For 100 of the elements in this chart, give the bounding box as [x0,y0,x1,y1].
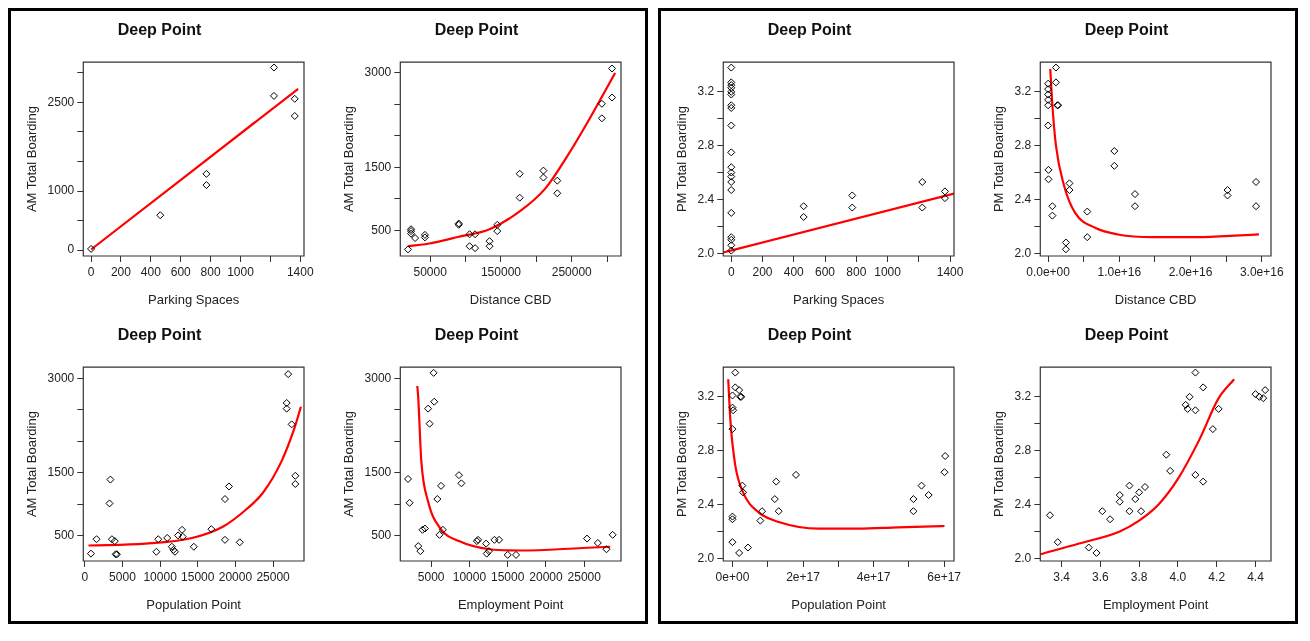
point [282,404,291,413]
point [433,495,442,504]
point [918,177,927,186]
point [425,419,434,428]
point [269,91,278,100]
point [178,532,187,541]
point [593,538,602,547]
point [404,474,413,483]
y-tick-label: 0 [67,242,75,257]
chart-title: Deep Point [767,326,852,344]
point [416,547,425,556]
point [1053,538,1062,547]
point [493,220,502,229]
point [1208,425,1217,434]
point [420,230,429,239]
point [106,475,115,484]
y-tick-label: 2.0 [1014,245,1032,260]
point [414,542,423,551]
y-axis-title: PM Total Boarding [991,411,1007,518]
point [515,169,524,178]
point [727,246,736,255]
point [583,534,592,543]
chart-title: Deep Point [1084,326,1169,344]
point [87,244,96,253]
y-tick-label: 3000 [364,370,392,385]
point [940,194,949,203]
point [512,550,521,559]
point [848,191,857,200]
x-tick-label: 2.0e+16 [1168,264,1213,279]
point [727,186,736,195]
y-tick-label: 2.0 [697,550,715,565]
x-tick-label: 20000 [218,569,253,584]
point [1185,392,1194,401]
point [727,87,736,96]
point [602,545,611,554]
y-tick-label: 500 [371,527,392,542]
point [727,163,736,172]
x-tick-label: 0.0e+00 [1026,264,1071,279]
y-tick-label: 2.4 [1014,191,1032,206]
point [727,90,736,99]
y-tick-label: 500 [54,527,75,542]
point [1106,515,1115,524]
point [1092,548,1101,557]
point [1191,368,1200,377]
x-tick-label: 10000 [452,569,487,584]
point [553,189,562,198]
point [224,482,233,491]
point [597,99,606,108]
x-tick-label: 1400 [936,264,964,279]
x-tick-label: 1000 [227,264,255,279]
point [727,241,736,250]
point [1199,477,1208,486]
point [727,177,736,186]
point [493,227,502,236]
point [269,63,278,72]
point [608,530,617,539]
y-tick-label: 2.4 [1014,496,1032,511]
x-tick-label: 15000 [181,569,215,584]
point [727,168,736,177]
point [1125,481,1134,490]
x-tick-label: 150000 [480,264,522,279]
x-tick-label: 250000 [551,264,593,279]
y-tick-label: 3.2 [697,389,715,404]
point [1045,511,1054,520]
point [495,535,504,544]
point [290,94,299,103]
chart-title: Deep Point [1084,21,1169,39]
point [1166,466,1175,475]
point [918,203,927,212]
point [608,93,617,102]
point [438,525,447,534]
point [727,148,736,157]
point [727,172,736,181]
point [282,398,291,407]
point [485,237,494,246]
point [429,368,438,377]
y-tick-label: 3.2 [1014,84,1032,99]
chart-title: Deep Point [434,21,519,39]
point [454,471,463,480]
y-axis-title: AM Total Boarding [24,106,40,213]
y-tick-label: 3000 [364,65,392,80]
point [727,121,736,130]
x-tick-label: 3.8 [1130,569,1148,584]
point [515,193,524,202]
point [799,202,808,211]
x-tick-label: 4.0 [1169,569,1187,584]
x-tick-label: 25000 [567,569,602,584]
point [1115,497,1124,506]
x-tick-label: 6e+17 [927,569,962,584]
x-tick-label: 800 [846,264,867,279]
point [465,242,474,251]
point [1115,491,1124,500]
x-tick-label: 20000 [529,569,563,584]
point [202,181,211,190]
y-axis-title: AM Total Boarding [24,411,40,518]
point [437,481,446,490]
point [1181,400,1190,409]
y-tick-label: 2.8 [697,137,715,152]
y-axis-title: PM Total Boarding [991,106,1007,213]
point [284,370,293,379]
